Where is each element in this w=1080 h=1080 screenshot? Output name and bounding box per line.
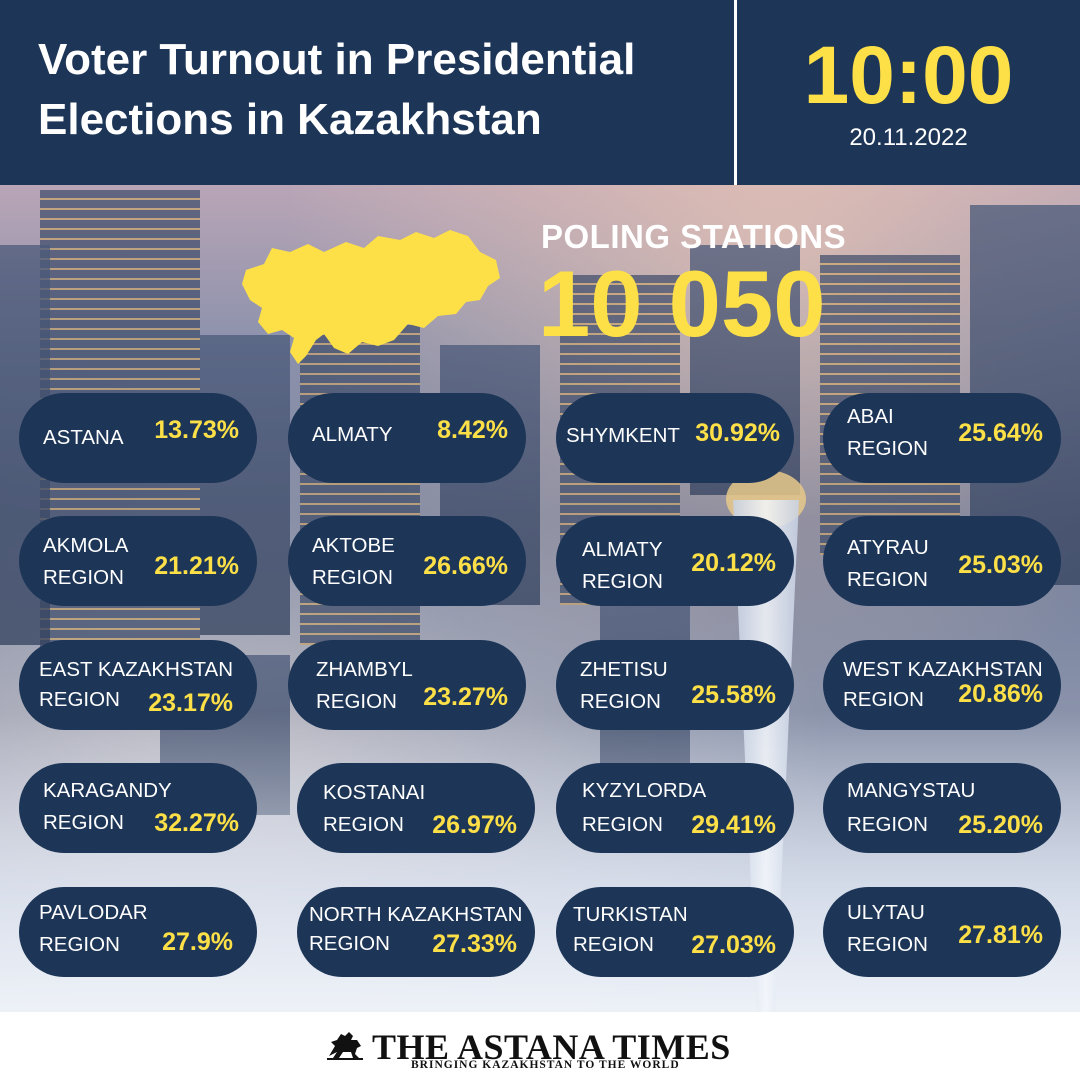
title-line-2: Elections in Kazakhstan xyxy=(38,95,542,144)
region-name-line-2: REGION xyxy=(39,933,120,956)
region-turnout: 20.12% xyxy=(691,549,776,577)
region-turnout: 26.97% xyxy=(432,811,517,839)
region-card-ulytau: ULYTAU REGION 27.81% xyxy=(823,887,1061,977)
brand-tagline: BRINGING KAZAKHSTAN TO THE WORLD xyxy=(411,1059,680,1071)
region-card-turkistan: TURKISTAN REGION 27.03% xyxy=(556,887,794,977)
region-card-north-kazakhstan: NORTH KAZAKHSTAN REGION 27.33% xyxy=(297,887,535,977)
horse-rider-logo-icon xyxy=(327,1032,363,1060)
region-card-shymkent: SHYMKENT 30.92% xyxy=(556,393,794,483)
region-name: ALMATY xyxy=(312,423,393,446)
region-card-west-kazakhstan: WEST KAZAKHSTAN REGION 20.86% xyxy=(823,640,1061,730)
region-turnout: 25.64% xyxy=(958,419,1043,447)
region-turnout: 8.42% xyxy=(437,416,508,444)
region-name-line-2: REGION xyxy=(847,813,928,836)
region-name-line-1: KOSTANAI xyxy=(323,781,426,804)
polling-stations-value: 10 050 xyxy=(538,251,826,356)
region-name-line-2: REGION xyxy=(43,566,124,589)
region-card-pavlodar: PAVLODAR REGION 27.9% xyxy=(19,887,257,977)
region-card-aktobe: AKTOBE REGION 26.66% xyxy=(288,516,526,606)
time-display: 10:00 xyxy=(803,30,1014,121)
region-name-line-2: REGION xyxy=(582,813,663,836)
region-turnout: 27.33% xyxy=(432,930,517,958)
region-card-astana: ASTANA 13.73% xyxy=(19,393,257,483)
region-name-line-1: ABAI xyxy=(847,405,894,428)
region-name-line-1: ATYRAU xyxy=(847,536,929,559)
region-name-line-1: AKMOLA xyxy=(43,534,129,557)
region-name-line-1: AKTOBE xyxy=(312,534,395,557)
region-turnout: 23.17% xyxy=(148,689,233,717)
region-turnout: 20.86% xyxy=(958,680,1043,708)
region-name-line-1: PAVLODAR xyxy=(39,901,148,924)
region-name: SHYMKENT xyxy=(566,424,680,447)
region-name: ASTANA xyxy=(43,426,124,449)
region-name-line-2: REGION xyxy=(580,690,661,713)
region-name-line-2: REGION xyxy=(847,933,928,956)
region-name-line-2: REGION xyxy=(323,813,404,836)
region-card-akmola: AKMOLA REGION 21.21% xyxy=(19,516,257,606)
region-name-line-1: KYZYLORDA xyxy=(582,779,707,802)
region-name-line-2: REGION xyxy=(309,932,390,955)
region-name-line-1: ZHAMBYL xyxy=(316,658,413,681)
region-turnout: 13.73% xyxy=(154,416,239,444)
region-name-line-2: REGION xyxy=(573,933,654,956)
region-name-line-1: ALMATY xyxy=(582,538,663,561)
region-turnout: 29.41% xyxy=(691,811,776,839)
region-name-line-1: EAST KAZAKHSTAN xyxy=(39,658,234,681)
header-banner: Voter Turnout in Presidential Elections … xyxy=(0,0,1080,185)
kazakhstan-map-icon xyxy=(242,230,500,364)
region-turnout: 26.66% xyxy=(423,552,508,580)
region-turnout: 21.21% xyxy=(154,552,239,580)
region-name-line-1: ULYTAU xyxy=(847,901,925,924)
region-name-line-2: REGION xyxy=(312,566,393,589)
region-turnout: 30.92% xyxy=(695,419,780,447)
brand-name: THE ASTANA TIMES xyxy=(372,1027,731,1067)
region-turnout: 25.58% xyxy=(691,681,776,709)
region-name-line-2: REGION xyxy=(843,688,924,711)
date-display: 20.11.2022 xyxy=(849,124,968,151)
page-title: Voter Turnout in Presidential Elections … xyxy=(38,30,718,150)
region-card-kyzylorda: KYZYLORDA REGION 29.41% xyxy=(556,763,794,853)
region-card-almaty: ALMATY 8.42% xyxy=(288,393,526,483)
region-name-line-2: REGION xyxy=(582,570,663,593)
region-card-almaty-region: ALMATY REGION 20.12% xyxy=(556,516,794,606)
region-name-line-2: REGION xyxy=(39,688,120,711)
region-turnout: 23.27% xyxy=(423,683,508,711)
region-card-karagandy: KARAGANDY REGION 32.27% xyxy=(19,763,257,853)
region-name-line-2: REGION xyxy=(43,811,124,834)
footer: THE ASTANA TIMES BRINGING KAZAKHSTAN TO … xyxy=(0,1012,1080,1080)
region-name-line-2: REGION xyxy=(316,690,397,713)
region-turnout: 27.03% xyxy=(691,931,776,959)
region-name-line-1: ZHETISU xyxy=(580,658,668,681)
title-line-1: Voter Turnout in Presidential xyxy=(38,35,636,84)
region-turnout: 32.27% xyxy=(154,809,239,837)
header-divider xyxy=(734,0,737,185)
region-card-kostanai: KOSTANAI REGION 26.97% xyxy=(297,763,535,853)
region-name-line-1: TURKISTAN xyxy=(573,903,688,926)
region-card-atyrau: ATYRAU REGION 25.03% xyxy=(823,516,1061,606)
region-name-line-1: MANGYSTAU xyxy=(847,779,976,802)
region-card-zhetisu: ZHETISU REGION 25.58% xyxy=(556,640,794,730)
region-turnout: 27.81% xyxy=(958,921,1043,949)
region-name-line-1: NORTH KAZAKHSTAN xyxy=(309,903,523,926)
region-card-east-kazakhstan: EAST KAZAKHSTAN REGION 23.17% xyxy=(19,640,257,730)
region-turnout: 25.03% xyxy=(958,551,1043,579)
region-card-mangystau: MANGYSTAU REGION 25.20% xyxy=(823,763,1061,853)
region-name-line-1: WEST KAZAKHSTAN xyxy=(843,658,1043,681)
region-turnout: 27.9% xyxy=(162,928,233,956)
region-card-zhambyl: ZHAMBYL REGION 23.27% xyxy=(288,640,526,730)
region-name-line-1: KARAGANDY xyxy=(43,779,172,802)
region-card-abai: ABAI REGION 25.64% xyxy=(823,393,1061,483)
region-name-line-2: REGION xyxy=(847,437,928,460)
region-turnout: 25.20% xyxy=(958,811,1043,839)
region-name-line-2: REGION xyxy=(847,568,928,591)
polling-stations-label: POLING STATIONS xyxy=(541,218,847,255)
